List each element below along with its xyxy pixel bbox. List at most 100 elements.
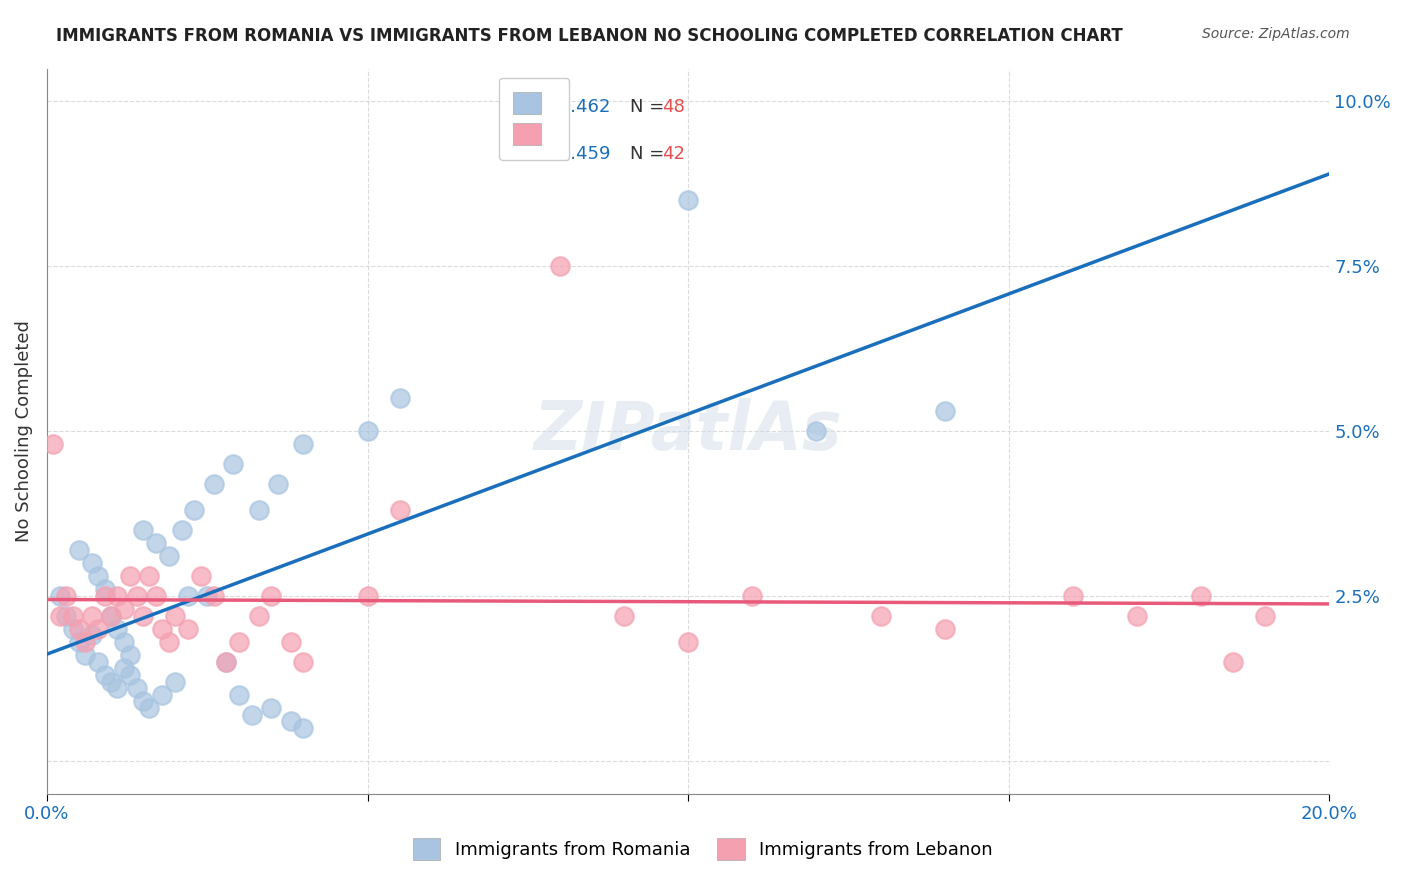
- Legend: , : ,: [499, 78, 569, 160]
- Point: [150, 688, 173, 702]
- Point: [87, 655, 110, 669]
- Point: [869, 608, 891, 623]
- Text: R =: R =: [522, 98, 561, 116]
- Point: [165, 674, 187, 689]
- Y-axis label: No Schooling Completed: No Schooling Completed: [15, 320, 32, 542]
- Point: [247, 608, 270, 623]
- Point: [48, 608, 70, 623]
- Point: [42, 437, 65, 451]
- Point: [934, 404, 956, 418]
- Point: [55, 608, 77, 623]
- Point: [100, 608, 122, 623]
- Point: [138, 701, 160, 715]
- Point: [177, 622, 200, 636]
- Point: [80, 608, 103, 623]
- Point: [806, 424, 828, 438]
- Point: [183, 503, 205, 517]
- Point: [292, 655, 315, 669]
- Point: [228, 688, 250, 702]
- Point: [107, 589, 129, 603]
- Point: [1254, 608, 1277, 623]
- Point: [107, 622, 129, 636]
- Point: [100, 674, 122, 689]
- Point: [62, 608, 84, 623]
- Point: [165, 608, 187, 623]
- Point: [80, 628, 103, 642]
- Text: 0.459: 0.459: [560, 145, 612, 163]
- Point: [215, 655, 238, 669]
- Point: [75, 635, 97, 649]
- Point: [55, 589, 77, 603]
- Point: [388, 391, 411, 405]
- Point: [145, 589, 167, 603]
- Point: [67, 622, 90, 636]
- Point: [93, 589, 115, 603]
- Point: [87, 569, 110, 583]
- Point: [215, 655, 238, 669]
- Text: 48: 48: [662, 98, 685, 116]
- Point: [356, 589, 378, 603]
- Point: [1189, 589, 1212, 603]
- Point: [934, 622, 956, 636]
- Text: N =: N =: [630, 98, 671, 116]
- Point: [80, 556, 103, 570]
- Point: [132, 523, 155, 537]
- Point: [267, 476, 290, 491]
- Legend: Immigrants from Romania, Immigrants from Lebanon: Immigrants from Romania, Immigrants from…: [399, 823, 1007, 874]
- Point: [145, 536, 167, 550]
- Point: [190, 569, 212, 583]
- Point: [741, 589, 763, 603]
- Point: [125, 681, 148, 696]
- Point: [107, 681, 129, 696]
- Text: IMMIGRANTS FROM ROMANIA VS IMMIGRANTS FROM LEBANON NO SCHOOLING COMPLETED CORREL: IMMIGRANTS FROM ROMANIA VS IMMIGRANTS FR…: [56, 27, 1123, 45]
- Text: 42: 42: [662, 145, 686, 163]
- Point: [120, 569, 142, 583]
- Point: [120, 648, 142, 663]
- Point: [112, 661, 135, 675]
- Point: [292, 437, 315, 451]
- Point: [170, 523, 193, 537]
- Point: [548, 260, 571, 274]
- Text: ZIPatlAs: ZIPatlAs: [534, 398, 842, 464]
- Point: [202, 589, 225, 603]
- Text: 0.462: 0.462: [560, 98, 612, 116]
- Point: [388, 503, 411, 517]
- Point: [138, 569, 160, 583]
- Point: [676, 635, 699, 649]
- Point: [87, 622, 110, 636]
- Point: [67, 635, 90, 649]
- Point: [67, 542, 90, 557]
- Point: [48, 589, 70, 603]
- Point: [177, 589, 200, 603]
- Point: [125, 589, 148, 603]
- Point: [75, 648, 97, 663]
- Point: [93, 582, 115, 597]
- Point: [676, 194, 699, 208]
- Point: [157, 635, 180, 649]
- Point: [260, 589, 283, 603]
- Point: [195, 589, 218, 603]
- Point: [157, 549, 180, 564]
- Point: [202, 476, 225, 491]
- Point: [613, 608, 636, 623]
- Point: [280, 635, 302, 649]
- Point: [280, 714, 302, 728]
- Point: [112, 602, 135, 616]
- Point: [1062, 589, 1084, 603]
- Text: Source: ZipAtlas.com: Source: ZipAtlas.com: [1202, 27, 1350, 41]
- Point: [62, 622, 84, 636]
- Point: [260, 701, 283, 715]
- Point: [132, 608, 155, 623]
- Point: [100, 608, 122, 623]
- Point: [228, 635, 250, 649]
- Point: [356, 424, 378, 438]
- Point: [1126, 608, 1149, 623]
- Text: R =: R =: [522, 145, 561, 163]
- Point: [292, 721, 315, 735]
- Point: [247, 503, 270, 517]
- Point: [120, 668, 142, 682]
- Point: [93, 668, 115, 682]
- Point: [1222, 655, 1244, 669]
- Point: [150, 622, 173, 636]
- Text: N =: N =: [630, 145, 671, 163]
